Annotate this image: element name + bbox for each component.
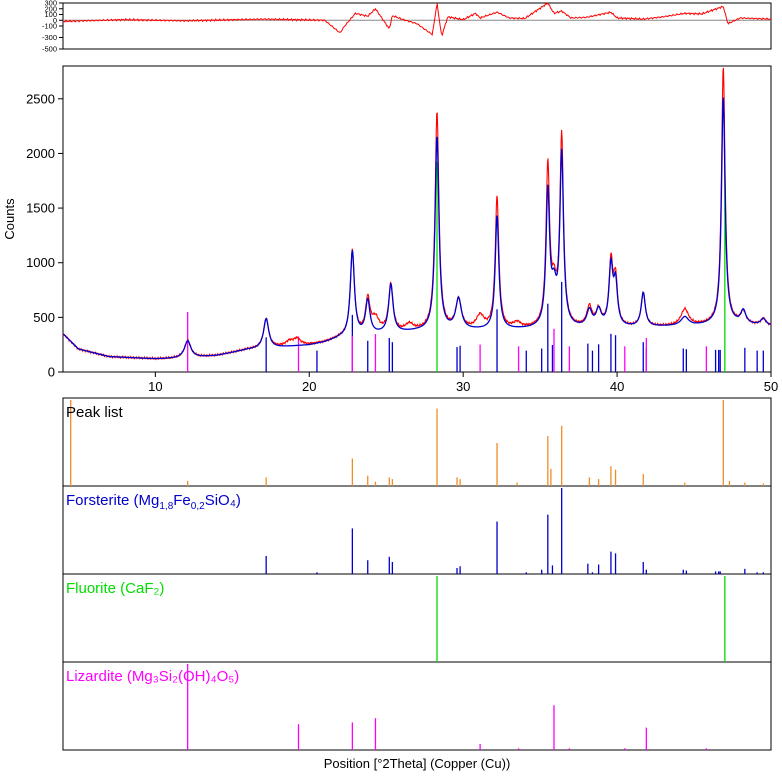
y-axis-title: Counts	[2, 198, 17, 240]
residual-tick-label: -500	[42, 45, 57, 54]
y-tick-label: 500	[33, 310, 55, 325]
forsterite-label-part: SiO₄)	[205, 492, 241, 509]
peak-list-panel	[70, 400, 764, 486]
residual-tick-label: 0	[53, 16, 57, 25]
forsterite-label-part: Forsterite (Mg	[66, 492, 159, 509]
x-tick-label: 30	[456, 379, 470, 394]
y-tick-label: 2000	[26, 146, 55, 161]
forsterite-label-part: 1,8	[159, 501, 173, 512]
forsterite-label: Forsterite (Mg1,8Fe0,2SiO₄)	[66, 492, 241, 512]
residual-tick-label: 300	[44, 0, 57, 8]
y-tick-label: 0	[48, 365, 55, 380]
calculated-series	[62, 97, 772, 360]
x-tick-label: 50	[764, 379, 778, 394]
forsterite-label-part: Fe	[173, 492, 191, 509]
x-axis-title: Position [°2Theta] (Copper (Cu))	[324, 756, 511, 771]
observed-series	[62, 67, 772, 361]
y-tick-label: 2500	[26, 91, 55, 106]
residual-tick-label: -300	[42, 33, 57, 42]
residual-series	[62, 2, 772, 37]
residual-tick-label: 100	[44, 10, 57, 19]
lizardite-panel	[187, 664, 708, 750]
main-plot-frame	[62, 65, 772, 373]
residual-tick-label: 200	[44, 4, 57, 13]
x-tick-label: 10	[148, 379, 162, 394]
fluorite-label: Fluorite (CaF₂)	[66, 580, 164, 597]
y-tick-label: 1000	[26, 255, 55, 270]
residual-tick-label: -100	[42, 22, 57, 31]
peak-list-label: Peak list	[66, 404, 124, 421]
x-tick-label: 40	[610, 379, 624, 394]
fluorite-panel	[436, 576, 726, 662]
forsterite-panel	[265, 488, 764, 574]
residual-frame	[62, 2, 772, 50]
lizardite-label: Lizardite (Mg₃Si₂(OH)₄O₅)	[66, 668, 239, 685]
y-tick-label: 1500	[26, 201, 55, 216]
x-tick-label: 20	[302, 379, 316, 394]
forsterite-label-part: 0,2	[191, 501, 205, 512]
